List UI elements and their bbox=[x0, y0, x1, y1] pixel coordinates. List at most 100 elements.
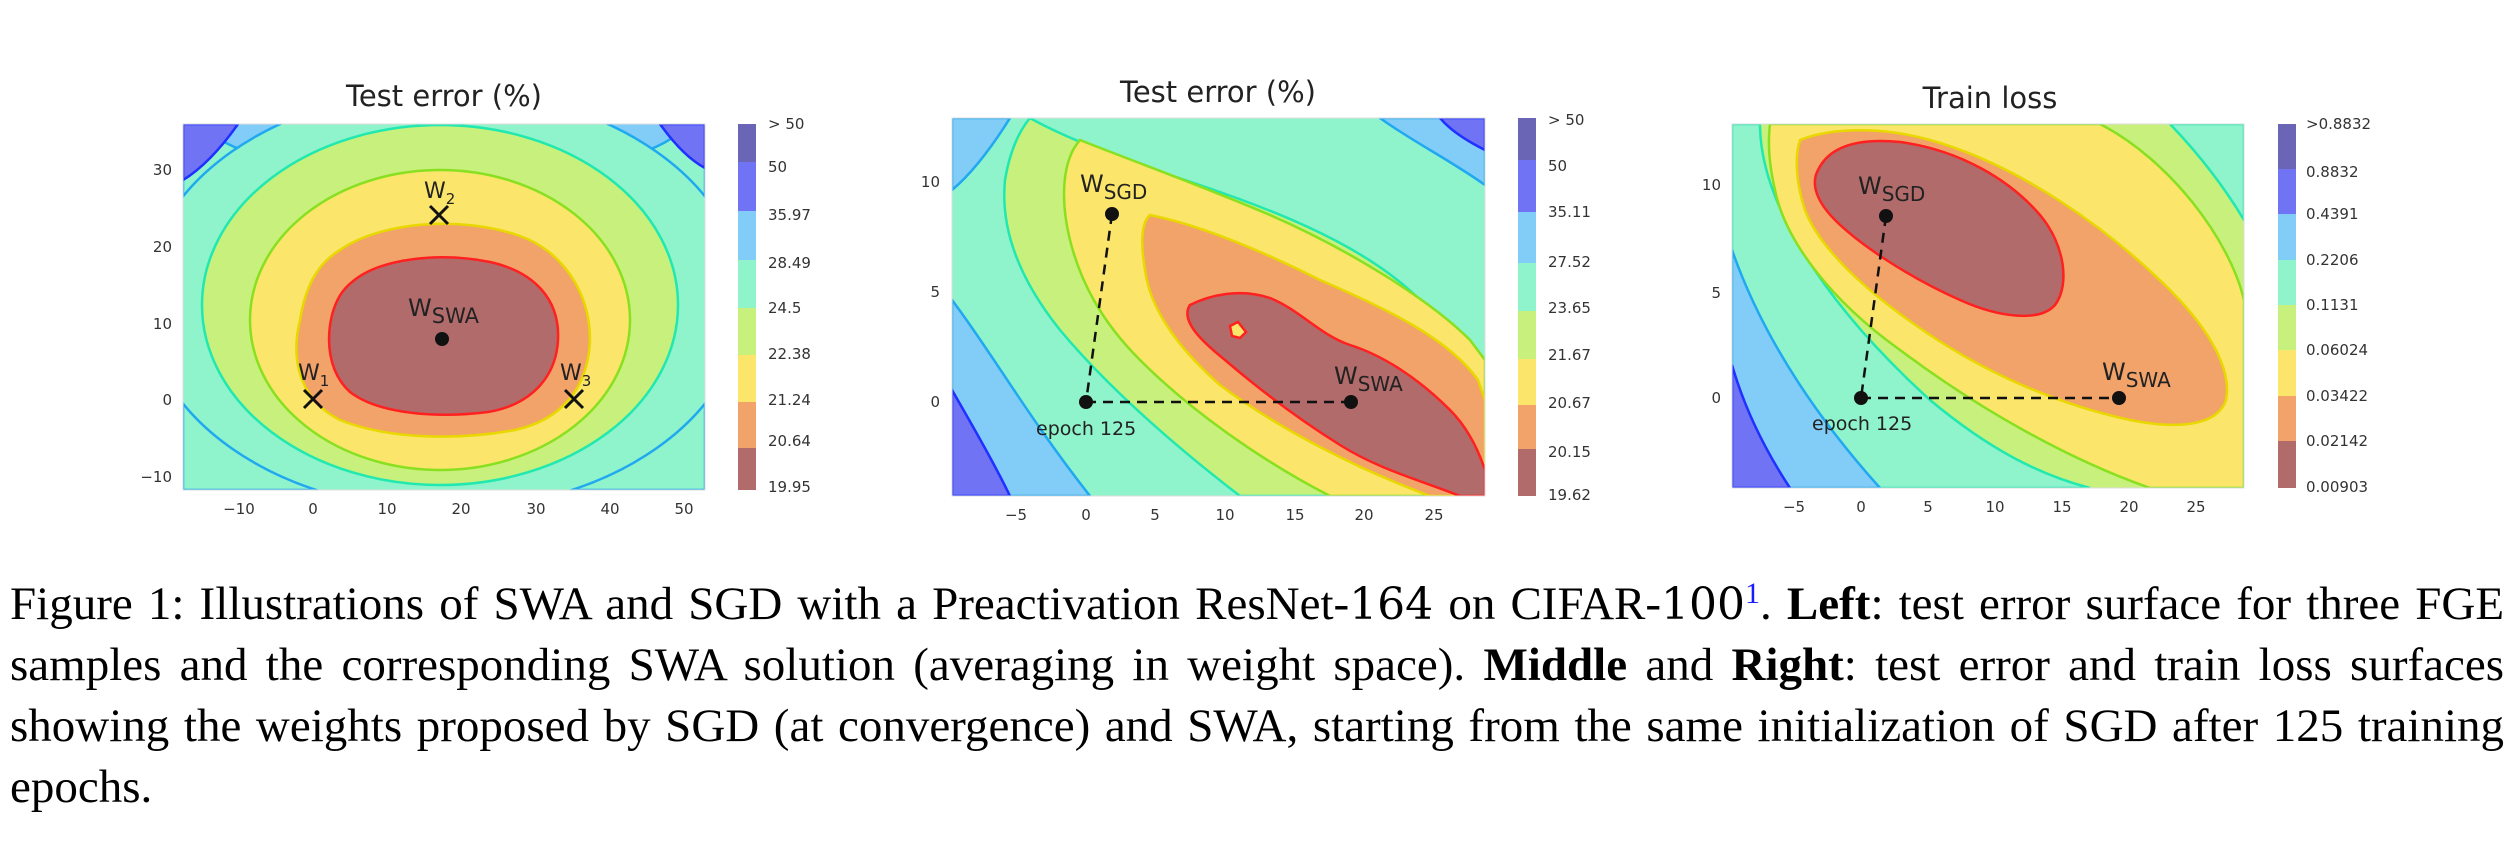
contour-plot-left bbox=[183, 124, 705, 490]
tick-right-x-1: 0 bbox=[1856, 498, 1866, 516]
panel-right: Train loss WSGD WSWA epoch 125 −5 0 5 10 bbox=[1702, 81, 2371, 516]
tick-right-x-6: 25 bbox=[2186, 498, 2205, 516]
caption-on-dataset: on CIFAR- bbox=[1448, 578, 1662, 630]
colorbar-left-label-1: 50 bbox=[768, 158, 787, 176]
marker-wswa-middle bbox=[1344, 395, 1358, 409]
tick-middle-x-0: −5 bbox=[1005, 506, 1027, 524]
tick-left-y-2: 10 bbox=[153, 315, 172, 333]
colorbar-right-label-3: 0.2206 bbox=[2306, 251, 2359, 269]
tick-right-x-3: 10 bbox=[1985, 498, 2004, 516]
colorbar-left-label-5: 22.38 bbox=[768, 345, 811, 363]
tick-middle-x-2: 5 bbox=[1150, 506, 1160, 524]
colorbar-middle-label-0: > 50 bbox=[1548, 111, 1584, 129]
tick-left-y-1: 20 bbox=[153, 238, 172, 256]
caption-depth: 164 bbox=[1349, 579, 1434, 630]
panel-left: Test error (%) W2 W1 W3 WSWA bbox=[140, 79, 811, 518]
colorbar-middle: > 50 50 35.11 27.52 23.65 21.67 20.67 20… bbox=[1518, 111, 1591, 504]
tick-middle-x-6: 25 bbox=[1424, 506, 1443, 524]
label-wsgd-right: WSGD bbox=[1858, 172, 1925, 206]
colorbar-left-label-2: 35.97 bbox=[768, 206, 811, 224]
tick-left-x-3: 20 bbox=[451, 500, 470, 518]
footnote-link[interactable]: 1 bbox=[1745, 577, 1761, 610]
tick-left-y-4: −10 bbox=[140, 468, 172, 486]
tick-left-x-4: 30 bbox=[526, 500, 545, 518]
x-axis-left: −10 0 10 20 30 40 50 bbox=[223, 500, 693, 518]
colorbar-left-label-0: > 50 bbox=[768, 115, 804, 133]
tick-middle-y-2: 0 bbox=[930, 393, 940, 411]
figure-1: Test error (%) W2 W1 W3 WSWA bbox=[140, 75, 2371, 524]
panel-middle-title: Test error (%) bbox=[1119, 75, 1316, 109]
tick-left-x-0: −10 bbox=[223, 500, 255, 518]
colorbar-right-label-8: 0.00903 bbox=[2306, 478, 2368, 496]
colorbar-middle-label-1: 50 bbox=[1548, 157, 1567, 175]
tick-left-x-1: 0 bbox=[308, 500, 318, 518]
colorbar-left: > 50 50 35.97 28.49 24.5 22.38 21.24 20.… bbox=[738, 115, 811, 496]
label-wswa-middle: WSWA bbox=[1334, 362, 1403, 396]
colorbar-right-label-6: 0.03422 bbox=[2306, 387, 2368, 405]
caption-middle-label: Middle bbox=[1483, 639, 1628, 691]
contour-plot-middle bbox=[952, 118, 1485, 496]
caption-left-text: : test error surface for three FGE sampl… bbox=[10, 578, 2505, 691]
caption-period: . bbox=[1760, 578, 1772, 630]
tick-right-y-1: 5 bbox=[1711, 284, 1721, 302]
colorbar-middle-label-6: 20.67 bbox=[1548, 394, 1591, 412]
caption-dataset-num: 100 bbox=[1661, 579, 1746, 630]
caption-right-label: Right bbox=[1731, 639, 1844, 691]
colorbar-middle-label-8: 19.62 bbox=[1548, 486, 1591, 504]
colorbar-left-label-7: 20.64 bbox=[768, 432, 811, 450]
y-axis-middle: 10 5 0 bbox=[921, 173, 940, 411]
label-w3-left: W3 bbox=[560, 361, 591, 390]
label-w2-left: W2 bbox=[424, 179, 455, 208]
marker-epoch125-right bbox=[1854, 391, 1868, 405]
tick-right-y-0: 10 bbox=[1702, 176, 1721, 194]
x-axis-right: −5 0 5 10 15 20 25 bbox=[1783, 498, 2206, 516]
marker-w3-left bbox=[563, 388, 585, 410]
tick-right-y-2: 0 bbox=[1711, 389, 1721, 407]
marker-wswa-right bbox=[2112, 391, 2126, 405]
label-epoch125-middle: epoch 125 bbox=[1036, 418, 1136, 440]
tick-middle-x-4: 15 bbox=[1285, 506, 1304, 524]
tick-middle-x-1: 0 bbox=[1081, 506, 1091, 524]
tick-right-x-0: −5 bbox=[1783, 498, 1805, 516]
colorbar-right: >0.8832 0.8832 0.4391 0.2206 0.1131 0.06… bbox=[2278, 115, 2371, 496]
colorbar-right-label-4: 0.1131 bbox=[2306, 296, 2359, 314]
tick-right-x-4: 15 bbox=[2052, 498, 2071, 516]
label-w1-left: W1 bbox=[298, 361, 329, 390]
caption-figure-label: Figure 1: bbox=[10, 578, 185, 630]
caption-and: and bbox=[1645, 639, 1714, 691]
colorbar-right-label-5: 0.06024 bbox=[2306, 341, 2368, 359]
colorbar-right-label-2: 0.4391 bbox=[2306, 205, 2359, 223]
panel-middle: Test error (%) WSGD WSWA epoch 125 bbox=[921, 75, 1591, 524]
tick-left-y-0: 30 bbox=[153, 161, 172, 179]
colorbar-right-label-0: >0.8832 bbox=[2306, 115, 2371, 133]
tick-middle-y-0: 10 bbox=[921, 173, 940, 191]
x-axis-middle: −5 0 5 10 15 20 25 bbox=[1005, 506, 1444, 524]
colorbar-middle-label-2: 35.11 bbox=[1548, 203, 1591, 221]
marker-wsgd-middle bbox=[1105, 207, 1119, 221]
figure-caption: Figure 1: Illustrations of SWA and SGD w… bbox=[10, 574, 2504, 818]
label-wsgd-middle: WSGD bbox=[1080, 170, 1147, 204]
colorbar-left-label-3: 28.49 bbox=[768, 254, 811, 272]
colorbar-left-label-8: 19.95 bbox=[768, 478, 811, 496]
colorbar-middle-label-5: 21.67 bbox=[1548, 346, 1591, 364]
tick-right-x-2: 5 bbox=[1923, 498, 1933, 516]
marker-w2-left bbox=[428, 204, 450, 226]
colorbar-right-label-7: 0.02142 bbox=[2306, 432, 2368, 450]
colorbar-right-label-1: 0.8832 bbox=[2306, 163, 2359, 181]
colorbar-middle-label-3: 27.52 bbox=[1548, 253, 1591, 271]
y-axis-left: 30 20 10 0 −10 bbox=[140, 161, 172, 486]
colorbar-middle-label-4: 23.65 bbox=[1548, 299, 1591, 317]
tick-left-y-3: 0 bbox=[162, 391, 172, 409]
colorbar-left-label-6: 21.24 bbox=[768, 391, 811, 409]
marker-wswa-left bbox=[435, 332, 449, 346]
tick-left-x-2: 10 bbox=[377, 500, 396, 518]
panel-right-title: Train loss bbox=[1922, 81, 2058, 115]
tick-middle-x-3: 10 bbox=[1215, 506, 1234, 524]
label-epoch125-right: epoch 125 bbox=[1812, 413, 1912, 435]
colorbar-left-label-4: 24.5 bbox=[768, 299, 801, 317]
caption-intro: Illustrations of SWA and SGD with a Prea… bbox=[199, 578, 1350, 630]
marker-w1-left bbox=[302, 388, 324, 410]
contour-plot-right bbox=[1732, 124, 2244, 488]
colorbar-middle-label-7: 20.15 bbox=[1548, 443, 1591, 461]
tick-left-x-5: 40 bbox=[600, 500, 619, 518]
